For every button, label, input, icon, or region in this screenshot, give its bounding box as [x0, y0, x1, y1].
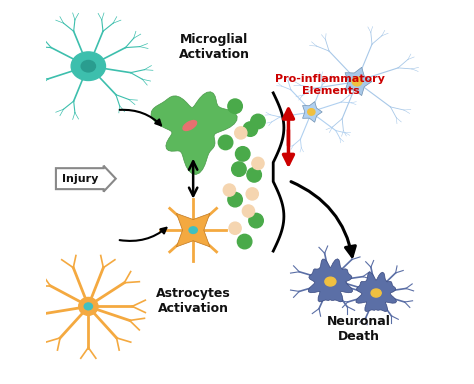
Circle shape: [235, 127, 247, 139]
Circle shape: [247, 167, 261, 182]
Circle shape: [236, 147, 250, 161]
Circle shape: [232, 162, 246, 176]
Circle shape: [249, 214, 263, 228]
Ellipse shape: [84, 303, 92, 310]
Circle shape: [219, 135, 233, 150]
Text: Astrocytes
Activation: Astrocytes Activation: [156, 286, 230, 314]
Text: Injury: Injury: [62, 174, 98, 184]
FancyArrow shape: [56, 166, 116, 192]
Ellipse shape: [352, 77, 362, 86]
Circle shape: [243, 122, 257, 136]
PathPatch shape: [356, 272, 397, 311]
Circle shape: [251, 114, 265, 129]
PathPatch shape: [308, 259, 353, 302]
Ellipse shape: [81, 60, 95, 72]
Circle shape: [228, 99, 242, 113]
Ellipse shape: [183, 121, 197, 131]
Circle shape: [252, 157, 264, 169]
Circle shape: [223, 184, 236, 196]
Ellipse shape: [308, 109, 315, 115]
Circle shape: [246, 188, 258, 200]
PathPatch shape: [302, 102, 322, 122]
Ellipse shape: [325, 277, 336, 286]
Text: Neuronal
Death: Neuronal Death: [327, 315, 391, 343]
Text: Pro-inflammatory
Elements: Pro-inflammatory Elements: [275, 74, 385, 96]
Ellipse shape: [189, 227, 197, 233]
Circle shape: [237, 234, 252, 249]
PathPatch shape: [176, 214, 210, 247]
Circle shape: [228, 192, 242, 207]
PathPatch shape: [345, 67, 372, 96]
Ellipse shape: [71, 52, 106, 81]
Ellipse shape: [371, 289, 381, 297]
PathPatch shape: [151, 92, 237, 174]
Ellipse shape: [79, 298, 98, 315]
Circle shape: [242, 205, 255, 217]
Circle shape: [229, 222, 241, 234]
Text: Microglial
Activation: Microglial Activation: [179, 33, 250, 61]
